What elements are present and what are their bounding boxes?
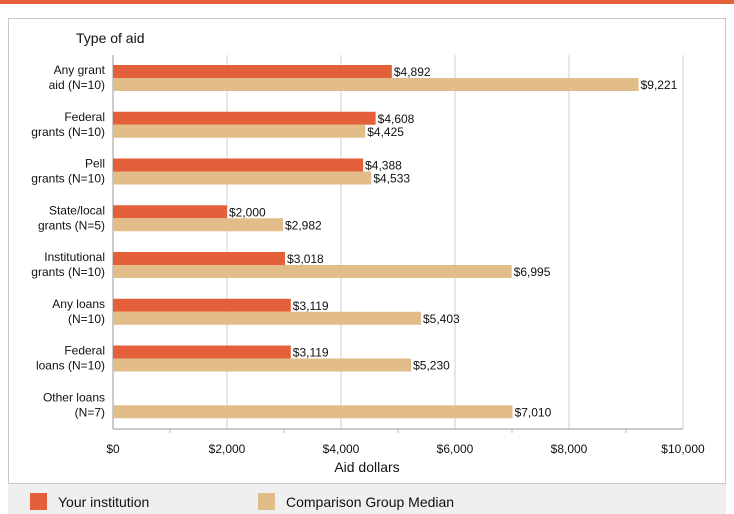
x-tick-label: $8,000 [551,442,588,456]
bar-your-institution [113,65,392,78]
data-label: $5,403 [423,312,460,326]
data-label: $3,018 [287,252,324,266]
legend-swatch-your-institution [30,493,47,510]
category-label-line: Federal [64,344,105,358]
bar-your-institution [113,252,286,265]
category-label-line: State/local [49,203,105,217]
x-axis-label: Aid dollars [334,459,400,475]
category-label: Federal loans (N=10) [36,344,105,373]
bar-your-institution [113,205,227,219]
bar-comparison-median [113,78,639,91]
data-label: $5,230 [413,359,450,373]
bar-comparison-median [113,265,512,278]
category-label-line: Other loans [43,390,105,404]
legend-swatch-comparison-group-median [258,493,275,510]
bar-comparison-median [113,124,366,138]
data-label: $2,982 [285,218,322,232]
x-tick-label: $10,000 [661,442,705,456]
legend-label-your-institution: Your institution [58,493,150,510]
x-tick-label: $2,000 [209,442,246,456]
category-label-line: grants (N=10) [31,125,105,139]
category-label-line: grants (N=5) [38,218,105,232]
legend-item-your-institution: Your institution [30,493,149,510]
bar-comparison-median [113,358,412,372]
category-label-line: loans (N=10) [36,359,105,373]
category-label-line: grants (N=10) [31,265,105,279]
data-label: $9,221 [641,78,678,92]
data-label: $6,995 [514,265,551,279]
category-label-line: grants (N=10) [31,172,105,186]
category-label: Any grant aid (N=10) [49,63,106,92]
data-label: $3,119 [293,346,329,360]
category-label: Any loans (N=10) [52,297,105,326]
category-label: Federal grants (N=10) [31,110,105,139]
bar-your-institution [113,111,376,125]
category-label-line: Federal [64,110,105,124]
x-tick-label: $4,000 [323,442,360,456]
legend-item-comparison-group-median: Comparison Group Median [258,493,454,510]
bar-your-institution [113,298,291,312]
top-accent-rule [0,0,734,4]
x-tick-label: $0 [106,442,120,456]
category-label: Pell grants (N=10) [31,157,105,186]
category-label: State/local grants (N=5) [38,203,105,232]
data-label: $4,892 [394,65,431,79]
legend: Your institution Comparison Group Median [8,484,726,514]
category-label-line: (N=10) [68,312,105,326]
bar-chart: $0 $2,000 $4,000 $6,000 $8,000 $10,000 Any gra… [31,55,705,456]
bar-your-institution [113,158,364,172]
data-label: $7,010 [515,405,552,419]
category-label: Other loans (N=7) [43,390,105,419]
category-label-line: aid (N=10) [49,78,105,92]
bar-comparison-median [113,171,372,185]
bar-comparison-median [113,405,513,419]
chart-title: Type of aid [76,30,145,46]
data-label: $3,119 [293,299,329,313]
category-label-line: Pell [85,157,105,171]
data-label: $4,608 [378,112,415,126]
category-label-line: Any loans [52,297,105,311]
bar-comparison-median [113,311,421,325]
category-label-line: Institutional [44,250,105,264]
category-label-line: Any grant [54,63,106,77]
x-tick-label: $6,000 [437,442,474,456]
data-label: $4,388 [365,159,402,173]
data-label: $4,533 [373,172,410,186]
bar-your-institution [113,345,291,359]
legend-label-comparison-group-median: Comparison Group Median [286,493,455,510]
data-label: $4,425 [367,125,404,139]
bar-comparison-median [113,218,283,232]
data-label: $2,000 [229,205,266,219]
category-label: Institutional grants (N=10) [31,250,105,279]
category-label-line: (N=7) [75,405,105,419]
